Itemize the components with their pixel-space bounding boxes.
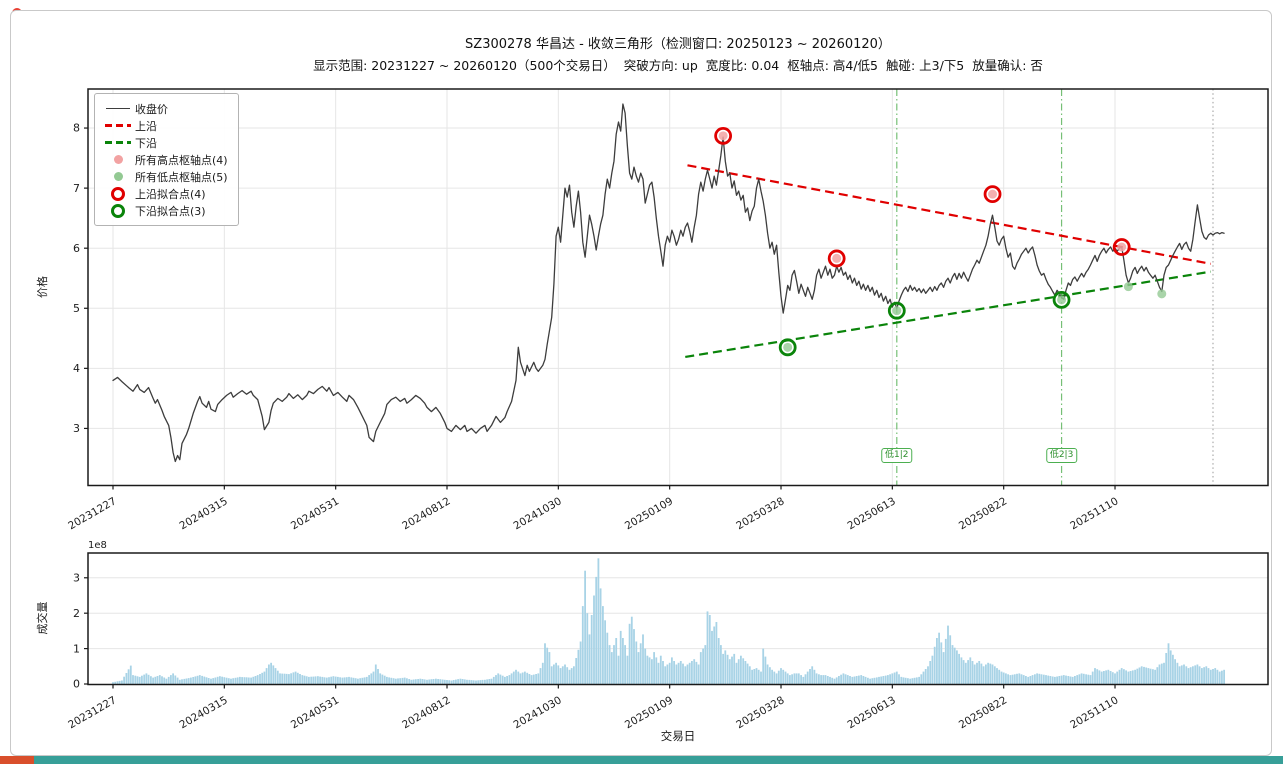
svg-text:20250822: 20250822	[957, 495, 1009, 532]
legend-item: 上沿	[101, 117, 228, 134]
price-gridlines	[88, 89, 1268, 486]
legend-item: 下沿拟合点(3)	[101, 202, 228, 219]
svg-text:20250328: 20250328	[734, 694, 786, 731]
upper-trendline	[687, 164, 1211, 265]
volume-axes: 0 1 2 3 20231227 20240315 20240531 20240812 2024…	[66, 552, 1269, 731]
trendlines	[685, 164, 1211, 359]
close-price-line	[112, 103, 1225, 463]
volume-gridlines	[88, 577, 1268, 650]
svg-text:20241030: 20241030	[512, 495, 564, 532]
legend-item-label: 下沿	[135, 136, 157, 150]
low-pivot-dot	[1157, 289, 1167, 299]
bottom-strip-red-block	[0, 756, 34, 764]
low-pivot-dot	[783, 342, 793, 352]
svg-text:20250328: 20250328	[734, 495, 786, 532]
svg-text:6: 6	[73, 242, 80, 255]
svg-text:20251110: 20251110	[1068, 495, 1120, 532]
legend-item-label: 所有低点枢轴点(5)	[135, 170, 228, 184]
legend-item-label: 下沿拟合点(3)	[135, 204, 206, 218]
legend-item: 收盘价	[101, 100, 228, 117]
low-pivot-dot	[1057, 295, 1067, 305]
svg-text:0: 0	[73, 678, 80, 691]
volume-offset-text: 1e8	[88, 540, 107, 551]
svg-text:20250613: 20250613	[846, 495, 898, 532]
lower-trendline	[685, 270, 1211, 359]
price-axes: 3 4 5 6 7 8 20231227 20240315 20240531 20240812 20…	[66, 88, 1269, 532]
legend-item-label: 所有高点枢轴点(4)	[135, 153, 228, 167]
legend-dot-glyph	[101, 155, 135, 164]
svg-text:2: 2	[73, 607, 80, 620]
pivot-annotation: 低2|3	[1045, 448, 1078, 463]
svg-text:3: 3	[73, 571, 80, 584]
legend-item-label: 上沿拟合点(4)	[135, 187, 206, 201]
legend-item: 所有低点枢轴点(5)	[101, 168, 228, 185]
svg-text:20250822: 20250822	[957, 694, 1009, 731]
high-pivot-dot	[1117, 242, 1127, 252]
lower-fit-ring	[887, 301, 906, 320]
svg-text:1: 1	[73, 642, 80, 655]
legend-item: 下沿	[101, 134, 228, 151]
upper-fit-ring	[827, 249, 846, 268]
lower-fit-ring	[778, 338, 797, 357]
svg-text:20240531: 20240531	[289, 694, 341, 731]
chart-title: SZ300278 华昌达 - 收敛三角形（检测窗口: 20250123 ~ 20…	[465, 37, 891, 52]
legend-ring-glyph	[101, 186, 135, 201]
legend-line-glyph	[101, 108, 135, 109]
high-pivot-dot	[832, 253, 842, 263]
legend-item: 上沿拟合点(4)	[101, 185, 228, 202]
svg-text:20250109: 20250109	[623, 694, 675, 731]
svg-text:3: 3	[73, 422, 80, 435]
svg-text:5: 5	[73, 302, 80, 315]
legend-item-label: 收盘价	[135, 102, 168, 116]
legend-ring-glyph	[101, 203, 135, 218]
volume-bars	[112, 558, 1225, 684]
svg-text:20240812: 20240812	[400, 694, 452, 731]
high-pivot-dot	[718, 131, 728, 141]
upper-fit-ring	[1112, 238, 1131, 256]
xaxis-label: 交易日	[660, 729, 696, 743]
low-pivot-dot	[892, 306, 902, 316]
svg-text:20240531: 20240531	[289, 495, 341, 532]
pivot-vlines	[896, 89, 1214, 486]
svg-text:20231227: 20231227	[66, 495, 118, 532]
lower-fit-ring	[1052, 290, 1071, 309]
pivot-markers	[714, 126, 1167, 357]
svg-text:20241030: 20241030	[512, 694, 564, 731]
svg-text:20240812: 20240812	[400, 495, 452, 532]
svg-text:20240315: 20240315	[178, 694, 230, 731]
svg-text:20250109: 20250109	[623, 495, 675, 532]
svg-text:7: 7	[73, 182, 80, 195]
svg-text:4: 4	[73, 362, 80, 375]
legend-dot-glyph	[101, 172, 135, 181]
price-ylabel: 价格	[36, 276, 49, 298]
pivot-annotation: 低1|2	[881, 448, 913, 463]
svg-text:8: 8	[73, 122, 80, 135]
chart-subtitle: 显示范围: 20231227 ~ 20260120（500个交易日） 突破方向:…	[313, 58, 1043, 73]
volume-ylabel: 成交量	[36, 601, 49, 635]
legend: 收盘价上沿下沿所有高点枢轴点(4) 所有低点枢轴点(5) 上沿拟合点(4) 下沿拟合点…	[94, 93, 239, 226]
upper-fit-ring	[983, 185, 1002, 204]
upper-fit-ring	[714, 126, 733, 145]
svg-text:20251110: 20251110	[1068, 694, 1120, 731]
bottom-strip-teal-bar	[34, 756, 1283, 764]
svg-text:20231227: 20231227	[66, 694, 118, 731]
legend-dashed-glyph	[101, 124, 135, 127]
legend-item-label: 上沿	[135, 119, 157, 133]
legend-item: 所有高点枢轴点(4)	[101, 151, 228, 168]
svg-text:20250613: 20250613	[846, 694, 898, 731]
low-pivot-dot	[1123, 282, 1133, 292]
legend-dashed-glyph	[101, 141, 135, 144]
high-pivot-dot	[988, 189, 998, 199]
svg-text:20240315: 20240315	[178, 495, 230, 532]
bottom-strip	[0, 756, 1283, 764]
